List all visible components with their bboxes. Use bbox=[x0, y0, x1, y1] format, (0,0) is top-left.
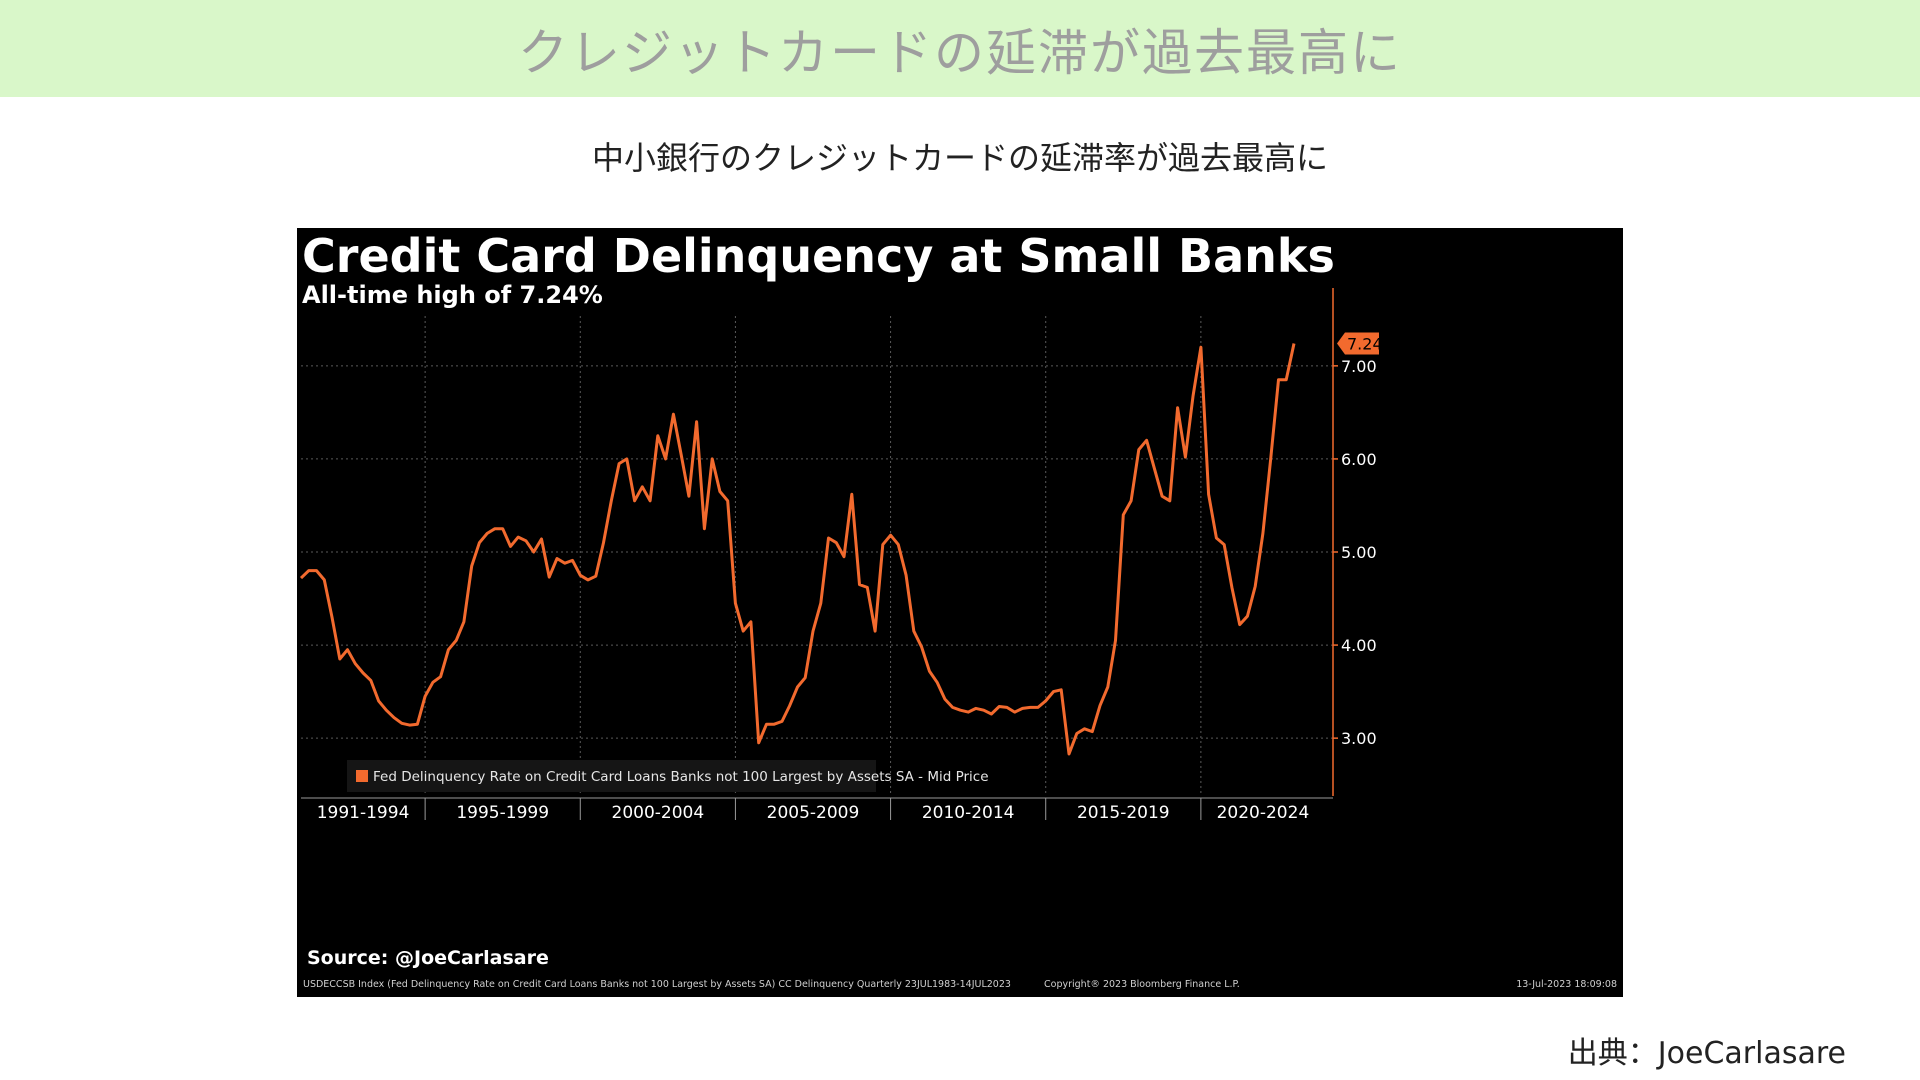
legend-box bbox=[347, 760, 876, 792]
y-tick-label: 3.00 bbox=[1341, 729, 1377, 748]
series-line bbox=[299, 343, 1296, 756]
x-tick-label: 1995-1999 bbox=[456, 803, 549, 823]
y-axis: 7.00 6.00 5.00 4.00 3.00 bbox=[1332, 288, 1377, 796]
x-tick-label: 2015-2019 bbox=[1077, 803, 1170, 823]
legend-swatch bbox=[356, 770, 368, 782]
legend-label: Fed Delinquency Rate on Credit Card Loan… bbox=[373, 769, 989, 785]
x-tick-label: 2000-2004 bbox=[612, 803, 705, 823]
chart-timestamp: 13-Jul-2023 18:09:08 bbox=[1516, 979, 1617, 990]
y-tick-label: 6.00 bbox=[1341, 450, 1377, 469]
banner-title: クレジットカードの延滞が過去最高に bbox=[518, 23, 1402, 82]
chart-svg: Credit Card Delinquency at Small Banks A… bbox=[299, 229, 1617, 990]
page-subtitle: 中小銀行のクレジットカードの延滞率が過去最高に bbox=[591, 139, 1328, 177]
x-tick-label: 2010-2014 bbox=[922, 803, 1015, 823]
last-value-label: 7.24 bbox=[1347, 335, 1383, 354]
legend: Fed Delinquency Rate on Credit Card Loan… bbox=[347, 760, 989, 792]
last-value-tag-shape bbox=[1337, 332, 1379, 355]
y-tick-label: 7.00 bbox=[1341, 357, 1377, 376]
last-value-tag: 7.24 bbox=[1337, 332, 1383, 355]
x-tick-label: 2005-2009 bbox=[767, 803, 860, 823]
chart-title: Credit Card Delinquency at Small Banks bbox=[302, 229, 1335, 283]
chart-image: Credit Card Delinquency at Small Banks A… bbox=[297, 228, 1623, 997]
chart-index-note: USDECCSB Index (Fed Delinquency Rate on … bbox=[303, 979, 1011, 990]
grid-lines bbox=[301, 316, 1333, 796]
chart-copyright: Copyright® 2023 Bloomberg Finance L.P. bbox=[1044, 979, 1240, 990]
y-tick-label: 5.00 bbox=[1341, 543, 1377, 562]
chart-subtitle: All-time high of 7.24% bbox=[302, 281, 603, 309]
header-banner: クレジットカードの延滞が過去最高に bbox=[0, 0, 1920, 97]
footer-credit: 出典：JoeCarlasare bbox=[1567, 1036, 1846, 1071]
x-tick-label: 2020-2024 bbox=[1217, 803, 1310, 823]
chart-source: Source: @JoeCarlasare bbox=[307, 947, 549, 969]
y-tick-label: 4.00 bbox=[1341, 636, 1377, 655]
x-tick-label: 1991-1994 bbox=[317, 803, 410, 823]
x-axis-labels: 1991-1994 1995-1999 2000-2004 2005-2009 2010… bbox=[301, 797, 1333, 823]
